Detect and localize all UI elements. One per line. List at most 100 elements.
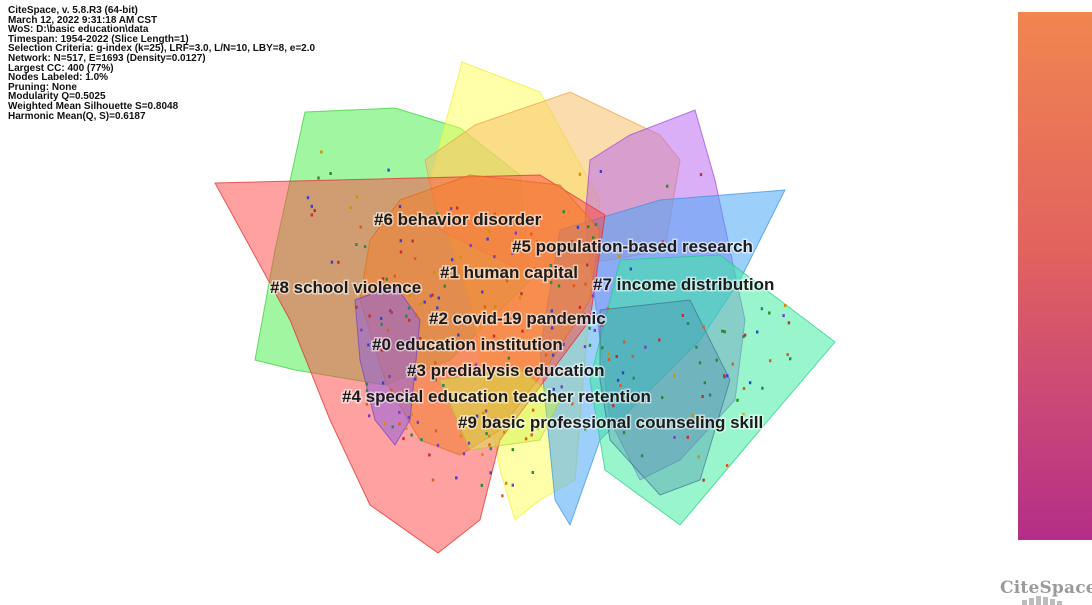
network-node [578,305,582,309]
cluster-hull[interactable] [439,369,561,451]
cluster-label-0[interactable]: #0 education institution [371,334,565,356]
network-node [601,346,604,350]
info-line: Modularity Q=0.5025 [8,91,106,103]
network-node [399,239,402,243]
network-node [437,296,440,300]
network-node [698,417,701,421]
cluster-hull[interactable] [589,254,836,526]
network-node [787,321,791,325]
network-node [723,330,726,334]
network-node [405,314,408,318]
network-node [698,361,702,365]
network-node [621,371,625,375]
network-node [623,340,626,344]
citespace-logo: CiteSpace [1000,578,1092,598]
network-node [786,353,789,357]
network-node [511,483,514,487]
network-node [571,402,574,406]
network-node [488,443,491,447]
network-node [726,374,729,378]
network-node [393,274,396,278]
network-node [592,236,595,240]
network-node [359,225,362,229]
network-node [398,205,402,208]
network-node [616,378,620,382]
network-node [571,240,574,244]
network-node [355,195,359,199]
network-node [380,348,384,352]
network-node [423,300,426,304]
cluster-label-2[interactable]: #2 covid-19 pandemic [428,308,608,330]
network-node [673,435,676,439]
network-node [546,341,549,345]
network-node [413,257,417,261]
network-node [381,392,384,396]
cluster-label-7[interactable]: #7 income distribution [592,274,776,296]
network-node [431,293,434,297]
network-node [686,322,690,325]
network-node [388,375,391,378]
info-line: Harmonic Mean(Q, S)=0.6187 [8,110,146,122]
network-node [320,150,323,154]
cluster-label-9[interactable]: #9 basic professional counseling skill [457,412,765,434]
network-node [484,409,488,413]
network-node [409,374,412,378]
network-node [511,251,514,255]
network-node [742,387,746,390]
network-node [398,422,401,426]
network-node [530,433,533,437]
network-node [695,345,698,349]
network-node [783,304,787,307]
network-node [387,168,390,172]
network-node [407,339,410,343]
network-node [658,338,661,342]
network-node [622,431,626,435]
network-node [571,242,574,246]
network-node [363,245,367,249]
network-node [419,302,422,306]
network-node [410,413,414,417]
network-node [467,441,471,445]
network-node [381,286,384,290]
network-node [769,359,772,363]
network-node [593,328,596,332]
network-node [483,221,486,225]
network-node [761,386,764,390]
network-node [349,206,352,210]
network-node [368,314,371,318]
network-node [521,329,524,333]
network-node [588,326,591,330]
network-node [433,377,436,381]
cluster-hull[interactable] [354,284,421,446]
cluster-label-1[interactable]: #1 human capital [439,262,580,284]
cluster-label-6[interactable]: #6 behavior disorder [373,209,544,231]
cluster-network-map[interactable]: #6 behavior disorder #5 population-based… [0,0,1000,605]
network-node [511,448,514,452]
network-node [562,343,565,346]
network-node [644,345,647,349]
network-node [715,358,718,362]
network-node [597,392,600,396]
cluster-label-5[interactable]: #5 population-based research [511,236,755,258]
network-node [355,243,358,246]
network-node [535,240,539,244]
network-node [474,268,477,272]
cluster-label-4[interactable]: #4 special education teacher retention [341,386,653,408]
cluster-label-3[interactable]: #3 predialysis education [406,360,606,382]
network-node [606,307,610,310]
cluster-hull[interactable] [599,299,731,496]
network-node [443,284,446,288]
network-node [390,311,393,314]
network-node [736,398,739,402]
network-node [702,478,705,482]
cluster-label-8[interactable]: #8 school violence [269,277,423,299]
network-node [306,196,310,200]
network-node [451,258,454,262]
network-node [591,294,595,298]
network-node [330,260,334,264]
network-node [414,374,417,378]
network-node [552,387,555,391]
network-node [475,414,479,418]
network-node [402,437,405,441]
network-node [673,374,676,378]
